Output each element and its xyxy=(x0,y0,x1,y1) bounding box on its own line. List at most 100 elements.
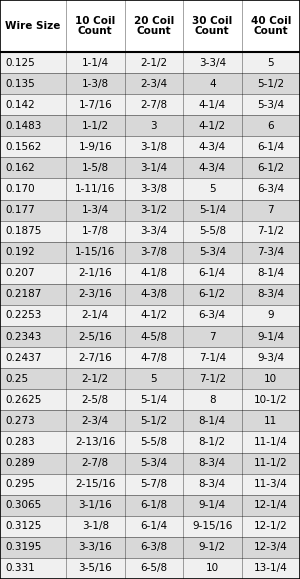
Text: 7-1/2: 7-1/2 xyxy=(257,226,284,236)
Text: 12-3/4: 12-3/4 xyxy=(254,543,288,552)
Bar xyxy=(0,73,300,94)
Text: 9-3/4: 9-3/4 xyxy=(257,353,284,362)
Text: 2-3/4: 2-3/4 xyxy=(82,416,109,426)
Text: 0.3125: 0.3125 xyxy=(5,521,41,532)
Bar xyxy=(0,200,300,221)
Text: 1-1/2: 1-1/2 xyxy=(82,121,109,131)
Text: 8-1/4: 8-1/4 xyxy=(257,268,284,278)
Text: 12-1/4: 12-1/4 xyxy=(254,500,288,510)
Text: 10 Coil
Count: 10 Coil Count xyxy=(75,16,116,36)
Text: 10-1/2: 10-1/2 xyxy=(254,395,288,405)
Text: 5-3/4: 5-3/4 xyxy=(140,458,167,468)
Text: 0.2437: 0.2437 xyxy=(5,353,41,362)
Bar xyxy=(0,347,300,368)
Text: 2-1/16: 2-1/16 xyxy=(78,268,112,278)
Text: 4-1/2: 4-1/2 xyxy=(199,121,226,131)
Text: 3-1/2: 3-1/2 xyxy=(140,205,167,215)
Text: 3-3/4: 3-3/4 xyxy=(140,226,167,236)
Text: 0.289: 0.289 xyxy=(5,458,35,468)
Text: 8-3/4: 8-3/4 xyxy=(199,458,226,468)
Text: 1-5/8: 1-5/8 xyxy=(82,163,109,173)
Text: 9-15/16: 9-15/16 xyxy=(192,521,232,532)
Text: 6-3/4: 6-3/4 xyxy=(199,310,226,321)
Text: 4: 4 xyxy=(209,79,216,89)
Text: 2-5/16: 2-5/16 xyxy=(78,332,112,342)
Text: 0.162: 0.162 xyxy=(5,163,35,173)
Text: 2-7/16: 2-7/16 xyxy=(78,353,112,362)
Text: 5-1/4: 5-1/4 xyxy=(140,395,167,405)
Text: 5: 5 xyxy=(209,184,216,194)
Bar xyxy=(0,136,300,157)
Bar xyxy=(0,558,300,579)
Text: 2-3/16: 2-3/16 xyxy=(78,290,112,299)
Text: 1-11/16: 1-11/16 xyxy=(75,184,116,194)
Text: 3: 3 xyxy=(150,121,157,131)
Text: 7-3/4: 7-3/4 xyxy=(257,247,284,257)
Text: 0.125: 0.125 xyxy=(5,57,35,68)
Text: 0.2253: 0.2253 xyxy=(5,310,41,321)
Text: 5-1/4: 5-1/4 xyxy=(199,205,226,215)
Text: 2-3/4: 2-3/4 xyxy=(140,79,167,89)
Text: 3-3/8: 3-3/8 xyxy=(140,184,167,194)
Text: 30 Coil
Count: 30 Coil Count xyxy=(192,16,232,36)
Text: 2-5/8: 2-5/8 xyxy=(82,395,109,405)
Text: 8-1/2: 8-1/2 xyxy=(199,437,226,447)
Text: 5-1/2: 5-1/2 xyxy=(257,79,284,89)
Text: 3-1/8: 3-1/8 xyxy=(140,142,167,152)
Text: 5-1/2: 5-1/2 xyxy=(140,416,167,426)
Text: 1-3/4: 1-3/4 xyxy=(82,205,109,215)
Bar xyxy=(0,263,300,284)
Text: 4-5/8: 4-5/8 xyxy=(140,332,167,342)
Text: Wire Size: Wire Size xyxy=(5,21,60,31)
Text: 2-7/8: 2-7/8 xyxy=(140,100,167,109)
Bar xyxy=(0,516,300,537)
Text: 8-3/4: 8-3/4 xyxy=(257,290,284,299)
Text: 5-3/4: 5-3/4 xyxy=(257,100,284,109)
Bar xyxy=(0,221,300,241)
Text: 4-3/4: 4-3/4 xyxy=(199,142,226,152)
Text: 3-5/16: 3-5/16 xyxy=(78,563,112,573)
Text: 0.295: 0.295 xyxy=(5,479,35,489)
Text: 3-1/8: 3-1/8 xyxy=(82,521,109,532)
Text: 2-13/16: 2-13/16 xyxy=(75,437,116,447)
Bar xyxy=(0,411,300,431)
Text: 0.207: 0.207 xyxy=(5,268,34,278)
Text: 6-1/4: 6-1/4 xyxy=(199,268,226,278)
Text: 5: 5 xyxy=(150,373,157,384)
Text: 5-5/8: 5-5/8 xyxy=(199,226,226,236)
Text: 6-3/4: 6-3/4 xyxy=(257,184,284,194)
Text: 9: 9 xyxy=(267,310,274,321)
Text: 40 Coil
Count: 40 Coil Count xyxy=(250,16,291,36)
Text: 11-3/4: 11-3/4 xyxy=(254,479,288,489)
Text: 2-15/16: 2-15/16 xyxy=(75,479,116,489)
Bar xyxy=(0,368,300,389)
Text: 8-3/4: 8-3/4 xyxy=(199,479,226,489)
Text: 0.142: 0.142 xyxy=(5,100,35,109)
Text: 8-1/4: 8-1/4 xyxy=(199,416,226,426)
Text: 9-1/4: 9-1/4 xyxy=(199,500,226,510)
Text: 13-1/4: 13-1/4 xyxy=(254,563,288,573)
Text: 7: 7 xyxy=(267,205,274,215)
Text: 4-1/2: 4-1/2 xyxy=(140,310,167,321)
Text: 0.1875: 0.1875 xyxy=(5,226,41,236)
Text: 10: 10 xyxy=(264,373,277,384)
Text: 4-1/8: 4-1/8 xyxy=(140,268,167,278)
Text: 7-1/2: 7-1/2 xyxy=(199,373,226,384)
Bar xyxy=(0,474,300,494)
Text: 3-7/8: 3-7/8 xyxy=(140,247,167,257)
Text: 2-1/4: 2-1/4 xyxy=(82,310,109,321)
Text: 8: 8 xyxy=(209,395,216,405)
Bar xyxy=(0,94,300,115)
Text: 5: 5 xyxy=(267,57,274,68)
Text: 1-7/8: 1-7/8 xyxy=(82,226,109,236)
Text: 4-1/4: 4-1/4 xyxy=(199,100,226,109)
Bar xyxy=(0,305,300,326)
Text: 6-1/8: 6-1/8 xyxy=(140,500,167,510)
Text: 6: 6 xyxy=(267,121,274,131)
Text: 5-5/8: 5-5/8 xyxy=(140,437,167,447)
Text: 5-3/4: 5-3/4 xyxy=(199,247,226,257)
Text: 6-3/8: 6-3/8 xyxy=(140,543,167,552)
Text: 10: 10 xyxy=(206,563,219,573)
Text: 6-5/8: 6-5/8 xyxy=(140,563,167,573)
Text: 1-3/8: 1-3/8 xyxy=(82,79,109,89)
